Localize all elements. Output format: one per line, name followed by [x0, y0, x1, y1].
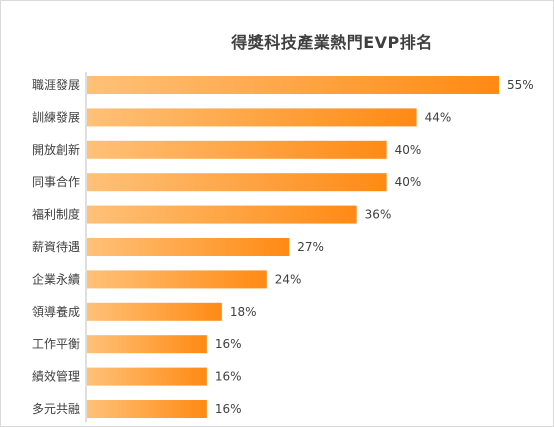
- data-label: 16%: [215, 402, 242, 416]
- category-label: 職涯發展: [32, 77, 80, 92]
- category-label: 企業永續: [32, 271, 80, 286]
- category-label: 訓練發展: [32, 109, 80, 124]
- bars-layer: 職涯發展 55% 訓練發展 44% 開放創新 40% 同事合作 40% 福利制度 36% 薪資待遇 2…: [32, 76, 534, 418]
- data-label: 24%: [275, 272, 302, 286]
- data-label: 40%: [395, 175, 422, 189]
- bar: [87, 238, 290, 256]
- category-label: 開放創新: [32, 142, 80, 157]
- data-label: 27%: [297, 240, 324, 254]
- bar: [87, 335, 207, 354]
- data-label: 16%: [215, 370, 242, 384]
- category-label: 同事合作: [32, 174, 80, 189]
- data-label: 36%: [365, 208, 392, 222]
- bar: [87, 302, 222, 321]
- bar: [87, 367, 207, 386]
- data-label: 18%: [230, 305, 257, 319]
- category-label: 多元共融: [32, 402, 80, 416]
- data-label: 44%: [425, 110, 452, 124]
- category-label: 領導養成: [32, 304, 80, 319]
- category-label: 薪資待遇: [32, 240, 80, 254]
- data-label: 40%: [395, 143, 422, 157]
- bar: [87, 205, 357, 224]
- category-label: 工作平衡: [32, 337, 80, 351]
- bar: [87, 270, 267, 289]
- bar: [87, 173, 387, 192]
- data-label: 16%: [215, 337, 242, 351]
- chart-title: 得獎科技產業熱門EVP排名: [231, 33, 433, 52]
- bar: [87, 400, 207, 418]
- data-label: 55%: [507, 78, 534, 92]
- bar: [87, 140, 387, 159]
- bar: [87, 108, 417, 127]
- bar: [87, 76, 499, 94]
- category-label: 績效管理: [32, 369, 80, 384]
- category-label: 福利制度: [32, 207, 80, 222]
